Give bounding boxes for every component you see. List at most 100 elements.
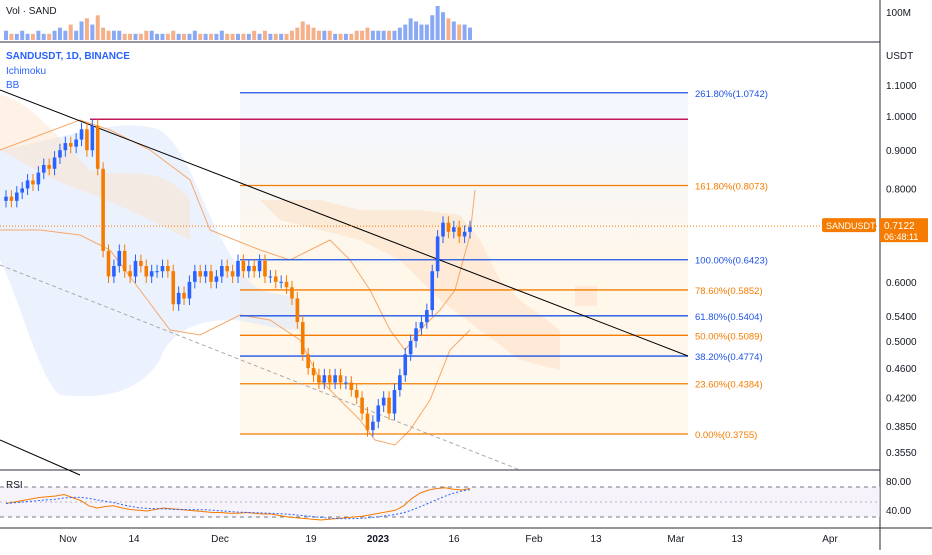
candle-body[interactable] <box>144 266 149 277</box>
candle-body[interactable] <box>441 222 445 237</box>
candle-body[interactable] <box>344 382 348 384</box>
candle-body[interactable] <box>133 260 138 277</box>
candle-body[interactable] <box>452 227 456 232</box>
candle-body[interactable] <box>468 227 472 232</box>
volume-bar <box>128 33 133 40</box>
candle-body[interactable] <box>58 150 62 158</box>
candle-body[interactable] <box>414 328 418 342</box>
candle-body[interactable] <box>246 266 251 272</box>
volume-bar <box>446 18 451 40</box>
candle-body[interactable] <box>117 250 122 267</box>
candle-body[interactable] <box>171 271 176 305</box>
candle-body[interactable] <box>187 281 192 299</box>
indicator-ichimoku-label[interactable]: Ichimoku <box>6 66 47 77</box>
candle-body[interactable] <box>95 125 100 169</box>
volume-bar <box>155 33 160 40</box>
candle-body[interactable] <box>209 271 213 282</box>
candle-body[interactable] <box>360 397 364 414</box>
candle-body[interactable] <box>317 375 321 383</box>
candle-body[interactable] <box>392 390 397 414</box>
lower-trendline[interactable] <box>0 439 81 476</box>
candle-body[interactable] <box>290 287 294 299</box>
candle-body[interactable] <box>112 266 116 277</box>
candle-body[interactable] <box>257 260 262 272</box>
candle-body[interactable] <box>106 250 111 277</box>
candle-body[interactable] <box>241 260 246 272</box>
candle-body[interactable] <box>300 322 305 355</box>
candle-body[interactable] <box>327 375 332 383</box>
candle-body[interactable] <box>20 188 24 193</box>
candle-body[interactable] <box>268 276 273 278</box>
candle-body[interactable] <box>381 397 386 406</box>
candle-body[interactable] <box>149 271 154 277</box>
candle-body[interactable] <box>176 292 181 305</box>
candle-body[interactable] <box>25 180 30 189</box>
candle-body[interactable] <box>4 196 8 201</box>
candle-body[interactable] <box>166 266 170 272</box>
candle-body[interactable] <box>230 271 235 277</box>
candle-body[interactable] <box>387 397 391 414</box>
candle-body[interactable] <box>52 157 57 169</box>
candle-body[interactable] <box>236 260 240 277</box>
candle-body[interactable] <box>279 281 283 283</box>
candle-body[interactable] <box>220 266 224 277</box>
candle-body[interactable] <box>425 310 429 323</box>
candle-body[interactable] <box>214 276 219 282</box>
candle-body[interactable] <box>284 281 289 288</box>
candle-body[interactable] <box>398 375 402 391</box>
candle-body[interactable] <box>74 139 78 147</box>
candle-body[interactable] <box>85 129 89 151</box>
candle-body[interactable] <box>376 405 381 422</box>
candle-body[interactable] <box>295 298 300 323</box>
candle-body[interactable] <box>14 192 19 201</box>
candle-body[interactable] <box>47 164 51 169</box>
candle-body[interactable] <box>419 322 424 329</box>
price-tag-box[interactable] <box>880 218 928 243</box>
descending-trendline[interactable] <box>0 89 689 357</box>
candle-body[interactable] <box>338 375 343 383</box>
price-tag-symbol-box[interactable] <box>822 218 876 233</box>
candle-body[interactable] <box>90 125 95 151</box>
candle-body[interactable] <box>155 271 159 273</box>
candle-body[interactable] <box>225 266 230 272</box>
candle-body[interactable] <box>139 260 143 267</box>
candle-body[interactable] <box>128 271 132 277</box>
candle-body[interactable] <box>457 227 462 237</box>
candle-body[interactable] <box>273 276 278 282</box>
candle-body[interactable] <box>79 129 84 140</box>
candle-body[interactable] <box>122 250 127 272</box>
candle-body[interactable] <box>63 143 68 151</box>
candle-body[interactable] <box>160 266 165 272</box>
candle-body[interactable] <box>322 375 327 383</box>
candle-body[interactable] <box>408 341 413 355</box>
candle-body[interactable] <box>9 196 14 201</box>
candle-body[interactable] <box>435 236 440 272</box>
candle-body[interactable] <box>446 222 451 232</box>
candle-body[interactable] <box>101 168 105 251</box>
candle-body[interactable] <box>333 375 337 383</box>
candle-body[interactable] <box>349 382 354 391</box>
candle-body[interactable] <box>403 354 408 376</box>
candle-body[interactable] <box>311 368 316 376</box>
candle-body[interactable] <box>36 172 41 185</box>
candle-body[interactable] <box>31 180 35 185</box>
candle-body[interactable] <box>252 266 256 272</box>
indicator-bb-label[interactable]: BB <box>6 80 20 91</box>
candle-body[interactable] <box>193 271 197 282</box>
candle-body[interactable] <box>41 164 46 173</box>
candle-body[interactable] <box>354 390 359 398</box>
candle-body[interactable] <box>371 421 375 431</box>
candle-body[interactable] <box>365 413 370 431</box>
volume-bar <box>268 33 273 40</box>
candle-body[interactable] <box>203 271 208 277</box>
candle-body[interactable] <box>430 271 435 311</box>
candle-body[interactable] <box>462 231 467 237</box>
candle-body[interactable] <box>306 354 310 369</box>
candle-body[interactable] <box>198 271 203 277</box>
candle-body[interactable] <box>182 292 186 299</box>
candle-body[interactable] <box>263 260 267 277</box>
symbol-title[interactable]: SANDUSDT, 1D, BINANCE <box>6 51 130 62</box>
candle-body[interactable] <box>68 143 73 147</box>
